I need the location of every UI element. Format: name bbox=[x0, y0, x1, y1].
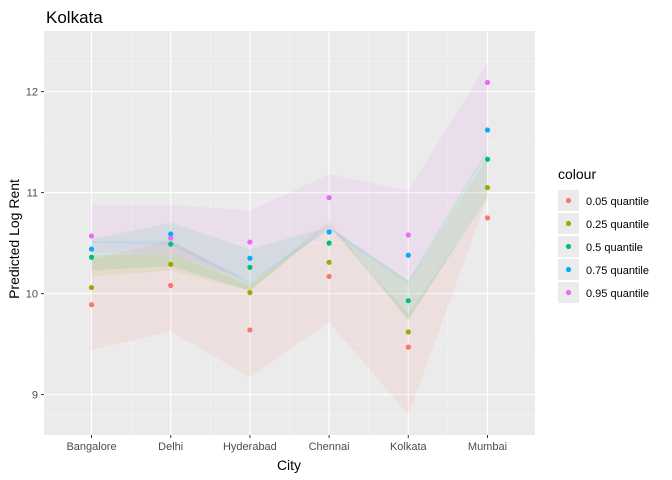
legend-label-0-05-quantile: 0.05 quantile bbox=[586, 196, 649, 208]
point-0-25-quantile bbox=[247, 289, 253, 296]
x-tick-label: Bangalore bbox=[66, 441, 116, 453]
y-axis-title: Predicted Log Rent bbox=[6, 179, 22, 299]
x-tick-label: Mumbai bbox=[468, 441, 507, 453]
x-tick-label: Delhi bbox=[158, 441, 183, 453]
point-0-25-quantile bbox=[88, 284, 95, 291]
band-0-95-quantile bbox=[91, 63, 488, 282]
data-points bbox=[88, 79, 491, 350]
point-0-05-quantile bbox=[247, 327, 253, 333]
x-tick-label: Hyderabad bbox=[223, 441, 277, 453]
y-tick-label: 12 bbox=[26, 87, 38, 99]
point-0-75-quantile bbox=[405, 252, 411, 258]
point-0-25-quantile bbox=[405, 329, 411, 335]
legend-marker-0-5-quantile bbox=[565, 243, 572, 250]
legend-label-0-25-quantile: 0.25 quantile bbox=[586, 219, 649, 231]
y-tick-label: 9 bbox=[32, 390, 38, 402]
point-0-5-quantile bbox=[405, 298, 411, 304]
point-0-75-quantile bbox=[88, 246, 95, 252]
legend-marker-0-75-quantile bbox=[565, 266, 572, 273]
point-0-5-quantile bbox=[88, 254, 95, 260]
legend-label-0-5-quantile: 0.5 quantile bbox=[586, 242, 643, 254]
point-0-95-quantile bbox=[484, 79, 491, 86]
point-0-05-quantile bbox=[168, 282, 174, 289]
legend: colour 0.05 quantile 0.25 quantile 0.5 qua… bbox=[558, 166, 649, 303]
point-0-5-quantile bbox=[326, 240, 332, 246]
point-0-05-quantile bbox=[326, 273, 332, 280]
point-0-5-quantile bbox=[168, 241, 174, 247]
x-axis: Bangalore Delhi Hyderabad Chennai Kolkata Mum… bbox=[66, 435, 507, 453]
point-0-25-quantile bbox=[168, 261, 174, 267]
legend-label-0-95-quantile: 0.95 quantile bbox=[586, 288, 649, 300]
y-axis: 9 10 11 12 bbox=[26, 87, 44, 402]
legend-title: colour bbox=[558, 166, 596, 182]
point-0-5-quantile bbox=[484, 156, 491, 162]
band-0-05-quantile bbox=[91, 157, 488, 415]
point-0-75-quantile bbox=[326, 229, 332, 235]
legend-label-0-75-quantile: 0.75 quantile bbox=[586, 265, 649, 277]
point-0-75-quantile bbox=[168, 231, 174, 237]
point-0-95-quantile bbox=[247, 239, 253, 245]
point-0-05-quantile bbox=[88, 302, 95, 308]
point-0-05-quantile bbox=[405, 344, 411, 350]
y-tick-label: 11 bbox=[27, 188, 38, 200]
point-0-05-quantile bbox=[484, 215, 491, 221]
legend-marker-0-95-quantile bbox=[565, 289, 572, 296]
point-0-25-quantile bbox=[326, 259, 332, 265]
point-0-95-quantile bbox=[88, 233, 95, 239]
band-0-5-quantile bbox=[91, 149, 488, 320]
point-0-75-quantile bbox=[484, 127, 491, 133]
legend-marker-0-25-quantile bbox=[565, 220, 572, 227]
legend-marker-0-05-quantile bbox=[565, 197, 572, 204]
point-0-95-quantile bbox=[168, 235, 174, 241]
point-0-75-quantile bbox=[247, 255, 253, 261]
chart-title: Kolkata bbox=[46, 8, 103, 27]
band-0-25-quantile bbox=[91, 196, 488, 320]
point-0-5-quantile bbox=[247, 264, 253, 270]
point-0-95-quantile bbox=[326, 195, 332, 201]
x-tick-label: Chennai bbox=[309, 441, 350, 453]
point-0-95-quantile bbox=[405, 232, 411, 238]
minor-gridlines bbox=[44, 31, 535, 435]
point-0-25-quantile bbox=[484, 184, 491, 191]
y-tick-label: 10 bbox=[26, 289, 38, 301]
quantile-bands bbox=[91, 63, 488, 415]
x-axis-title: City bbox=[277, 457, 301, 473]
x-tick-label: Kolkata bbox=[390, 441, 428, 453]
